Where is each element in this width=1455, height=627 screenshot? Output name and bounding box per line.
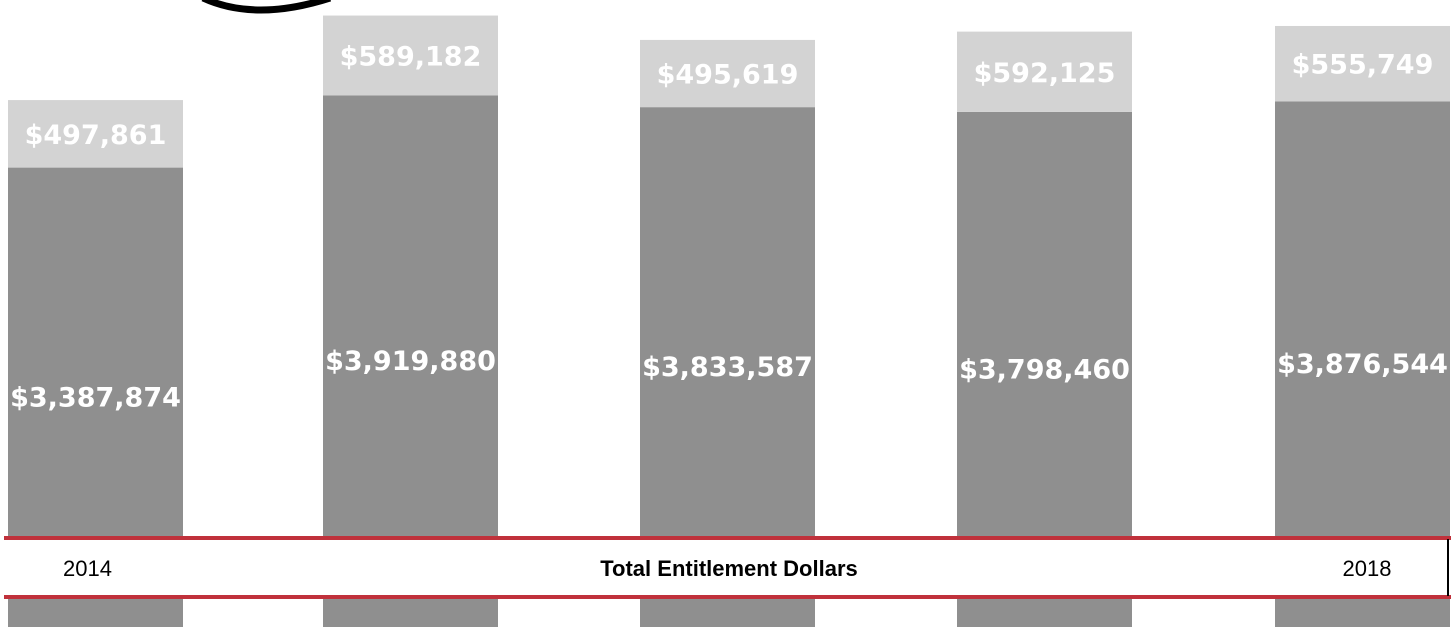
bar-top-2014 <box>8 100 183 168</box>
bar-top-2018 <box>1275 25 1450 102</box>
chart-title: Total Entitlement Dollars <box>600 556 858 581</box>
band-right-label: 2018 <box>1343 556 1392 581</box>
data-label-top-2014: $497,861 <box>25 120 167 151</box>
caption-band <box>0 537 1455 598</box>
data-label-top-2018: $555,749 <box>1292 50 1434 81</box>
data-label-top-2016: $495,619 <box>657 60 799 91</box>
data-label-base-2015: $3,919,880 <box>325 346 496 377</box>
data-label-base-2017: $3,798,460 <box>959 354 1130 385</box>
data-label-base-2014: $3,387,874 <box>10 382 181 413</box>
data-label-top-2015: $589,182 <box>340 41 482 72</box>
bar-top-2017 <box>957 31 1132 112</box>
bar-top-2015 <box>323 15 498 96</box>
data-label-top-2017: $592,125 <box>974 58 1116 89</box>
data-label-base-2018: $3,876,544 <box>1277 349 1448 380</box>
circle-fragment-decoration <box>201 0 332 14</box>
band-left-label: 2014 <box>63 556 112 581</box>
data-label-base-2016: $3,833,587 <box>642 352 813 383</box>
bar-top-2016 <box>640 39 815 108</box>
bars-layer: $497,861 $3,387,874 $589,182 $3,919,880 $495… <box>8 15 1450 627</box>
